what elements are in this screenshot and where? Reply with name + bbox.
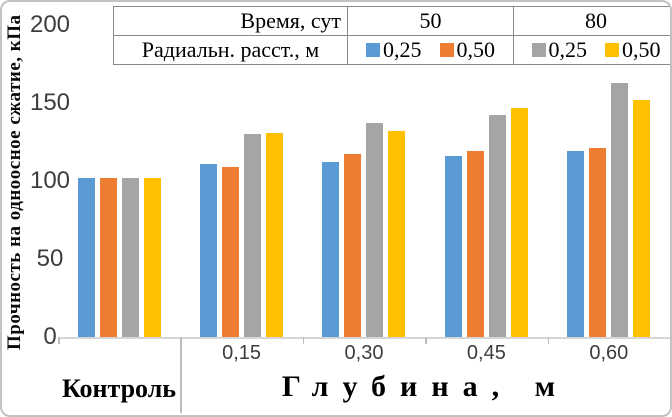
- legend-swatch-icon: [366, 43, 380, 57]
- y-tick-label: 100: [29, 167, 71, 194]
- y-tick-label: 50: [36, 245, 64, 272]
- bar: [266, 133, 284, 337]
- x-axis-tickmark: [425, 337, 427, 344]
- x-tick-label: 0,60: [589, 342, 629, 364]
- bar: [466, 151, 484, 337]
- bar: [200, 164, 218, 337]
- bar: [121, 178, 139, 337]
- legend-swatch-icon: [439, 43, 454, 57]
- x-axis-tickmark: [58, 337, 60, 344]
- bar: [244, 134, 262, 337]
- legend-swatch-icon: [531, 43, 546, 57]
- legend-entry-label: 0,25: [548, 37, 588, 62]
- bar: [589, 148, 607, 337]
- bar: [611, 83, 629, 337]
- bar: [143, 178, 161, 337]
- legend-swatch-icon: [605, 43, 619, 57]
- bar: [388, 131, 406, 337]
- bar-group-3: [303, 25, 425, 337]
- legend-entries-50: 0,25 0,50: [347, 35, 514, 65]
- legend-entry: 0,25: [531, 37, 588, 63]
- plot-area: [58, 25, 670, 337]
- bar: [99, 178, 117, 337]
- bar: [222, 167, 240, 337]
- y-tick-label: 150: [29, 89, 71, 116]
- x-axis-line: [58, 337, 670, 339]
- bar: [567, 151, 585, 337]
- bar: [322, 162, 340, 337]
- x-axis-control-label: Контроль: [61, 374, 177, 403]
- bar: [633, 100, 651, 337]
- legend-time-value-50: 50: [347, 6, 514, 36]
- x-axis-depth-label: Глубина, м: [281, 370, 570, 403]
- x-tick-label: 0,30: [344, 342, 384, 364]
- legend-entries-80: 0,25 0,50: [513, 35, 670, 65]
- bar-group-1: [58, 25, 180, 337]
- bar: [77, 178, 95, 337]
- bar-group-4: [425, 25, 547, 337]
- x-axis-tickmark: [670, 337, 672, 344]
- legend-entry-label: 0,50: [622, 37, 661, 62]
- x-axis-tickmark: [302, 337, 305, 344]
- category-section-divider: [180, 337, 182, 413]
- x-tick-label: 0,45: [466, 342, 506, 364]
- bar: [444, 156, 462, 337]
- bar: [344, 154, 362, 337]
- bar: [366, 123, 384, 337]
- legend-entry: 0,25: [366, 37, 422, 63]
- bar-group-5: [548, 25, 670, 337]
- legend-radial-header: Радиальн. расст., м: [113, 35, 348, 65]
- legend-time-header: Время, сут: [113, 6, 348, 36]
- bar: [510, 108, 528, 337]
- legend-entry: 0,50: [439, 37, 496, 63]
- bar: [488, 115, 506, 337]
- legend-entry: 0,50: [605, 37, 661, 63]
- legend-entry-label: 0,25: [383, 37, 422, 62]
- y-tick-label: 200: [29, 11, 71, 38]
- legend-row-radial: Радиальн. расст., м 0,25 0,50 0,25 0,50: [113, 35, 670, 65]
- bar-group-2: [180, 25, 302, 337]
- y-tick-label: 0: [43, 323, 57, 350]
- x-tick-label: 0,15: [222, 342, 262, 364]
- x-axis-tickmark: [547, 337, 550, 344]
- legend-table: Время, сут 50 80 Радиальн. расст., м 0,2…: [113, 6, 670, 65]
- legend-entry-label: 0,50: [456, 37, 496, 62]
